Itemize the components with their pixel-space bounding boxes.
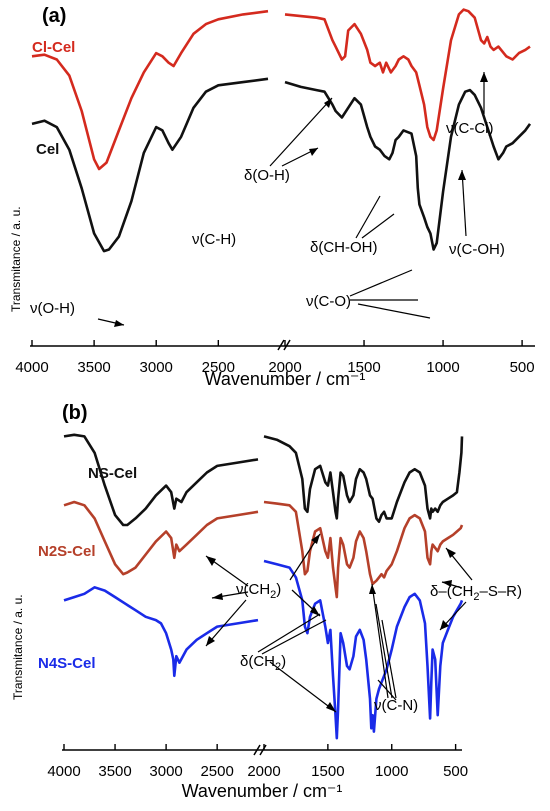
panel-b-ticks: 4000 3500 3000 2500 2000 1500 1000 500	[47, 744, 468, 780]
x-tick-label: 2000	[268, 359, 301, 376]
spectrum-cel-right	[284, 80, 532, 251]
annot-nu-cn: ν(C-N)	[374, 697, 418, 714]
annot-delta-ch2: δ(CH2)	[240, 653, 286, 673]
panel-b-arrowheads	[206, 534, 456, 712]
series-label-cel: Cel	[36, 141, 59, 158]
annot-nu-ch2-close: )	[276, 581, 281, 598]
panel-a-arrowheads	[114, 72, 488, 327]
x-tick-label: 3500	[98, 763, 131, 780]
annot-nu-ch2-main: ν(CH	[236, 581, 270, 598]
annot-delta-ch2sr-close: –S–R)	[479, 583, 522, 600]
spectrum-cl-cel-right	[284, 8, 531, 142]
x-tick-label: 1000	[426, 359, 459, 376]
panel-a-ticks: 4000 3500 3000 2500 2000 1500 1000 500	[15, 340, 535, 376]
annot-delta-ch2sr-sub: 2	[473, 591, 479, 603]
panel-a-axis-break	[277, 339, 291, 351]
panel-b-spectra	[63, 433, 464, 740]
annot-nu-coh: ν(C-OH)	[449, 241, 505, 258]
annot-delta-oh: δ(O-H)	[244, 167, 290, 184]
spectrum-ns-cel-left	[63, 433, 259, 527]
annot-delta-ch2sr: δ–(CH2–S–R)	[430, 583, 522, 603]
annot-delta-ch2sr-main: δ–(CH	[430, 583, 473, 600]
spectrum-n4s-cel-left	[63, 586, 259, 678]
x-tick-label: 2000	[247, 763, 280, 780]
x-tick-label: 500	[443, 763, 468, 780]
panel-b-label: (b)	[62, 402, 88, 424]
spectrum-cl-cel-left	[31, 9, 269, 171]
spectrum-n4s-cel-right	[263, 559, 464, 740]
x-tick-label: 2500	[202, 359, 235, 376]
x-tick-label: 3000	[140, 359, 173, 376]
annot-nu-ch2-sub: 2	[270, 589, 276, 601]
annot-delta-choh: δ(CH-OH)	[310, 239, 378, 256]
spectrum-n2s-cel-right	[263, 500, 464, 599]
x-tick-label: 1000	[375, 763, 408, 780]
series-label-n2s-cel: N2S-Cel	[38, 543, 96, 560]
panel-a-x-axis-title: Wavenumber / cm⁻¹	[205, 369, 366, 389]
spectrum-n2s-cel-left	[63, 500, 259, 576]
x-tick-label: 1500	[311, 763, 344, 780]
panel-b-leader-lines	[205, 533, 473, 713]
panel-b-axis-break	[253, 744, 267, 756]
annot-delta-ch2-sub: 2	[275, 661, 281, 673]
annot-nu-ch2: ν(CH2)	[236, 581, 281, 601]
annot-nu-ch: ν(C-H)	[192, 231, 236, 248]
x-tick-label: 3000	[149, 763, 182, 780]
series-label-cl-cel: Cl-Cel	[32, 39, 75, 56]
x-tick-label: 1500	[347, 359, 380, 376]
panel-a-spectra	[31, 8, 532, 253]
x-tick-label: 3500	[77, 359, 110, 376]
x-tick-label: 4000	[15, 359, 48, 376]
annot-delta-ch2-close: )	[281, 653, 286, 670]
series-label-n4s-cel: N4S-Cel	[38, 655, 96, 672]
panel-a: (a) 4000 3500 3000 2500 2000 1500 1000 500 Wave…	[9, 5, 535, 389]
panel-b-y-axis-title: Transmitance / a. u.	[11, 594, 25, 700]
annot-nu-ccl: ν(C-Cl)	[446, 120, 493, 137]
spectrum-cel-left	[31, 77, 269, 253]
annot-nu-oh: ν(O-H)	[30, 300, 75, 317]
panel-a-y-axis-title: Transmitance / a. u.	[9, 206, 23, 312]
panel-b-x-axis-title: Wavenumber / cm⁻¹	[182, 781, 343, 801]
x-tick-label: 4000	[47, 763, 80, 780]
spectrum-ns-cel-right	[263, 435, 464, 523]
x-tick-label: 500	[510, 359, 535, 376]
annot-delta-ch2-main: δ(CH	[240, 653, 275, 670]
panel-a-label: (a)	[42, 5, 66, 27]
panel-b: (b) 4000 3500 3000 2500 2000 1500 1000 500 Wave…	[11, 402, 522, 801]
x-tick-label: 2500	[200, 763, 233, 780]
series-label-ns-cel: NS-Cel	[88, 465, 137, 482]
annot-nu-co: ν(C-O)	[306, 293, 351, 310]
